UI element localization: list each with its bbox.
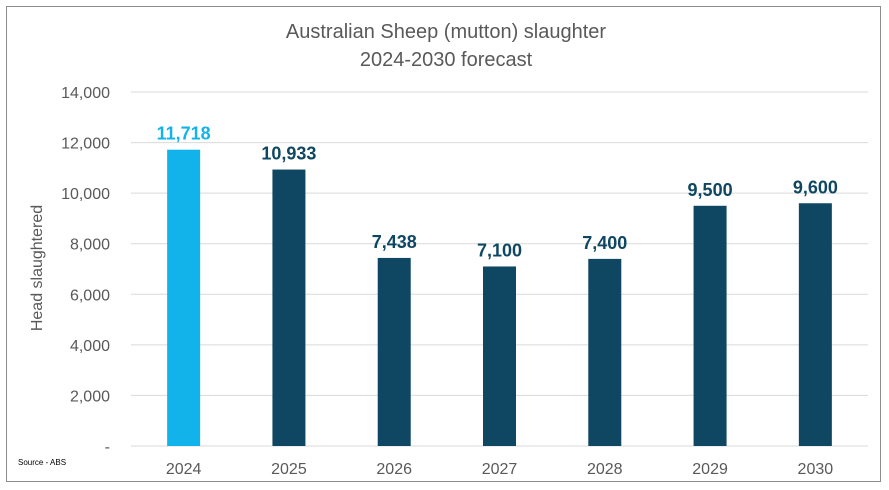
gridlines <box>131 91 868 447</box>
x-tick-label: 2025 <box>271 461 307 478</box>
source-note: Source - ABS <box>18 458 66 467</box>
bar-2024 <box>167 149 201 446</box>
data-label: 7,438 <box>372 232 417 252</box>
bars <box>167 149 832 447</box>
data-label: 10,933 <box>261 144 316 164</box>
x-tick-label: 2029 <box>692 461 728 478</box>
y-tick-label: 8,000 <box>70 237 110 254</box>
y-tick-label: 6,000 <box>70 287 110 304</box>
data-label: 9,500 <box>688 180 733 200</box>
bar-2026 <box>377 257 411 446</box>
x-tick-label: 2028 <box>587 461 623 478</box>
data-label: 11,718 <box>157 124 211 144</box>
x-tick-label: 2030 <box>798 461 834 478</box>
y-tick-label: - <box>105 439 110 456</box>
data-label: 9,600 <box>793 177 838 197</box>
bar-2028 <box>588 258 622 446</box>
data-label: 7,100 <box>477 240 522 260</box>
x-axis-ticks: 2024 2025 2026 2027 2028 2029 2030 <box>166 461 833 478</box>
bar-2025 <box>272 169 306 447</box>
chart-subtitle: 2024-2030 forecast <box>360 49 533 71</box>
bar-2027 <box>483 266 516 446</box>
y-tick-label: 2,000 <box>70 388 110 405</box>
x-tick-label: 2026 <box>376 461 412 478</box>
y-axis-ticks: - 2,000 4,000 6,000 8,000 10,000 12,000 14,000 <box>61 85 110 456</box>
x-tick-label: 2024 <box>166 461 202 478</box>
data-label: 7,400 <box>582 233 627 253</box>
y-tick-label: 10,000 <box>61 186 110 203</box>
y-tick-label: 4,000 <box>70 338 110 355</box>
x-tick-label: 2027 <box>482 461 518 478</box>
y-axis-label: Head slaughtered <box>29 205 46 331</box>
y-tick-label: 14,000 <box>61 85 110 102</box>
data-labels: 11,718 10,933 7,438 7,100 7,400 9,500 9,600 <box>157 124 838 261</box>
chart-title: Australian Sheep (mutton) slaughter <box>286 21 607 43</box>
y-tick-label: 12,000 <box>61 136 110 153</box>
bar-2030 <box>798 203 832 446</box>
bar-2029 <box>693 205 727 446</box>
